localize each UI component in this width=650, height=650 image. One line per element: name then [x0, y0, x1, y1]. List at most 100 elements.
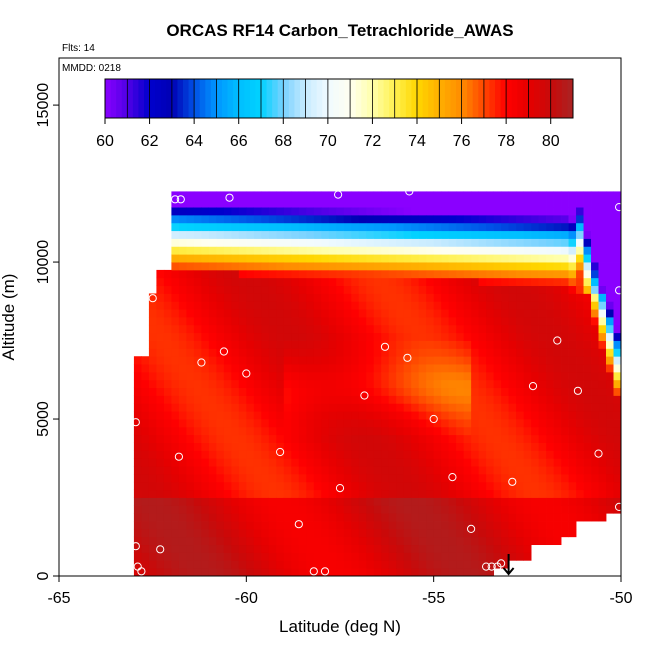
heatmap-cell — [493, 301, 502, 310]
heatmap-cell — [568, 199, 577, 208]
heatmap-cell — [298, 481, 307, 491]
heatmap-cell — [493, 348, 502, 357]
heatmap-cell — [418, 442, 427, 451]
heatmap-cell — [253, 340, 262, 349]
heatmap-cell — [208, 238, 217, 247]
heatmap-cell — [298, 497, 307, 506]
heatmap-cell — [478, 317, 487, 326]
heatmap-cell — [433, 324, 442, 334]
heatmap-cell — [613, 269, 622, 279]
heatmap-cell — [328, 568, 337, 577]
heatmap-cell — [373, 332, 382, 341]
heatmap-cell — [358, 426, 367, 436]
heatmap-cell — [583, 450, 592, 459]
heatmap-cell — [396, 317, 405, 326]
heatmap-cell — [358, 214, 367, 224]
heatmap-cell — [606, 442, 614, 451]
heatmap-cell — [471, 505, 480, 514]
heatmap-cell — [268, 230, 277, 239]
heatmap-cell — [501, 544, 509, 553]
heatmap-cell — [576, 246, 584, 255]
heatmap-cell — [396, 442, 405, 451]
heatmap-cell — [576, 254, 584, 263]
heatmap-cell — [396, 199, 405, 208]
heatmap-cell — [583, 301, 592, 310]
heatmap-cell — [538, 246, 547, 255]
heatmap-cell — [433, 466, 442, 475]
heatmap-cell — [403, 489, 412, 498]
heatmap-cell — [171, 356, 180, 365]
heatmap-cell — [291, 277, 300, 287]
heatmap-cell — [396, 340, 405, 349]
heatmap-cell — [171, 364, 180, 373]
heatmap-cell — [396, 332, 405, 341]
heatmap-cell — [426, 403, 435, 412]
heatmap-cell — [508, 199, 517, 208]
heatmap-cell — [216, 301, 225, 310]
heatmap-cell — [358, 254, 367, 263]
heatmap-cell — [313, 285, 322, 294]
heatmap-cell — [336, 403, 345, 412]
heatmap-cell — [186, 301, 195, 310]
heatmap-cell — [231, 403, 240, 412]
heatmap-cell — [238, 348, 247, 357]
heatmap-cell — [501, 246, 509, 255]
heatmap-cell — [358, 379, 367, 389]
heatmap-cell — [561, 324, 569, 334]
heatmap-cell — [163, 348, 172, 357]
heatmap-cell — [546, 309, 554, 318]
heatmap-cell — [493, 230, 502, 239]
heatmap-cell — [276, 552, 285, 561]
heatmap-cell — [561, 356, 569, 365]
heatmap-cell — [598, 513, 607, 522]
heatmap-cell — [448, 262, 457, 271]
heatmap-cell — [343, 536, 352, 546]
heatmap-cell — [193, 379, 202, 389]
heatmap-cell — [313, 544, 322, 553]
heatmap-cell — [163, 403, 172, 412]
heatmap-cell — [261, 497, 270, 506]
heatmap-cell — [403, 332, 412, 341]
heatmap-cell — [171, 269, 180, 279]
heatmap-cell — [411, 293, 420, 302]
heatmap-cell — [583, 356, 592, 365]
heatmap-cell — [501, 222, 509, 232]
heatmap-cell — [433, 489, 442, 498]
heatmap-cell — [156, 426, 165, 436]
heatmap-cell — [546, 356, 554, 365]
heatmap-cell — [418, 505, 427, 514]
heatmap-cell — [268, 277, 277, 287]
heatmap-cell — [306, 528, 315, 538]
heatmap-cell — [456, 238, 465, 247]
sample-point — [131, 542, 140, 551]
sample-point — [448, 473, 457, 482]
heatmap-cell — [148, 371, 157, 381]
heatmap-cell — [343, 379, 352, 389]
heatmap-cell — [493, 481, 502, 491]
heatmap-cell — [261, 364, 270, 373]
colorbar-segment — [205, 79, 212, 118]
heatmap-cell — [606, 348, 614, 357]
heatmap-cell — [268, 364, 277, 373]
heatmap-cell — [463, 379, 472, 389]
heatmap-cell — [358, 489, 367, 498]
heatmap-cell — [141, 371, 150, 381]
heatmap-cell — [381, 379, 390, 389]
heatmap-cell — [561, 340, 569, 349]
heatmap-cell — [276, 285, 285, 294]
heatmap-cell — [396, 387, 405, 396]
heatmap-cell — [456, 411, 465, 420]
heatmap-cell — [441, 356, 450, 365]
heatmap-cell — [471, 473, 480, 483]
heatmap-cell — [231, 442, 240, 451]
heatmap-cell — [238, 544, 247, 553]
sample-point — [615, 286, 624, 295]
heatmap-cell — [238, 309, 247, 318]
heatmap-cell — [193, 481, 202, 491]
heatmap-cell — [216, 356, 225, 365]
heatmap-cell — [426, 309, 435, 318]
colorbar-segment — [366, 79, 373, 118]
flights-annotation: Flts: 14 — [62, 43, 95, 54]
heatmap-cell — [186, 324, 195, 334]
heatmap-cell — [591, 332, 599, 341]
